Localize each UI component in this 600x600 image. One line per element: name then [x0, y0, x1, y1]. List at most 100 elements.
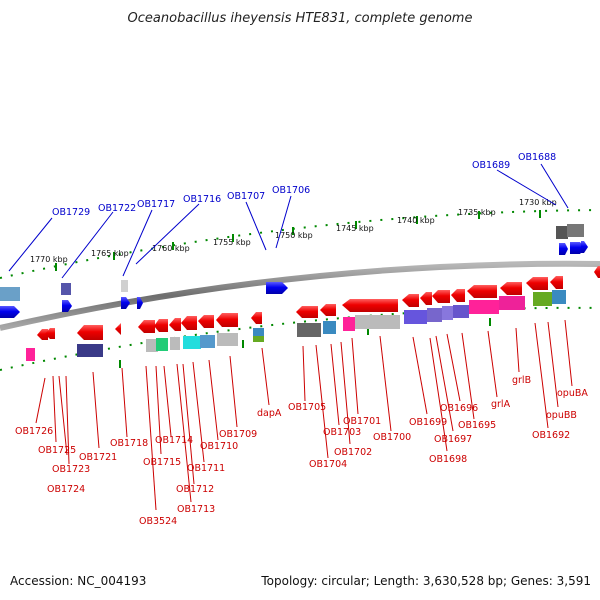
gene-label-forward[interactable]: OB1716 [183, 194, 221, 205]
reverse-gene-arrow [550, 276, 563, 289]
reverse-gene-arrow [432, 290, 450, 303]
forward-gene-arrow [559, 243, 568, 255]
gene-box [442, 306, 453, 320]
gene-label-reverse[interactable]: OB1697 [434, 434, 472, 445]
gene-box [453, 305, 469, 318]
gene-box [26, 348, 35, 361]
reverse-gene-arrow [296, 306, 318, 318]
kbp-label: 1770 kbp [30, 255, 68, 264]
accession-text: Accession: NC_004193 [10, 574, 147, 588]
reverse-genes [26, 266, 600, 361]
reverse-gene-arrow [77, 325, 103, 340]
gene-box [77, 344, 103, 357]
gene-label-forward[interactable]: OB1688 [518, 152, 556, 163]
gene-label-reverse[interactable]: OB1704 [309, 459, 347, 470]
outer-scale-arc [0, 209, 600, 279]
gene-label-reverse[interactable]: grlA [491, 399, 511, 410]
gene-label-reverse[interactable]: OB1711 [187, 463, 225, 474]
gene-label-reverse[interactable]: OB1715 [143, 457, 181, 468]
gene-label-reverse[interactable]: OB1705 [288, 402, 326, 413]
kbp-label: 1750 kbp [275, 231, 313, 240]
forward-gene-arrow [0, 306, 20, 318]
kbp-label: 1740 kbp [397, 216, 435, 225]
gene-box [217, 333, 238, 346]
gene-label-reverse[interactable]: OB1721 [79, 452, 117, 463]
reverse-gene-arrow [451, 289, 465, 302]
kbp-label: 1760 kbp [152, 244, 190, 253]
gene-box [156, 338, 168, 351]
gene-label-reverse[interactable]: OB1712 [176, 484, 214, 495]
reverse-gene-arrow [594, 266, 600, 278]
reverse-gene-arrow [500, 282, 522, 295]
gene-label-reverse[interactable]: OB1724 [47, 484, 85, 495]
gene-label-reverse[interactable]: OB1695 [458, 420, 496, 431]
gene-label-reverse[interactable]: OB3524 [139, 516, 177, 527]
gene-label-reverse[interactable]: OB1725 [38, 445, 76, 456]
kbp-label: 1765 kbp [91, 249, 129, 258]
gene-label-forward[interactable]: OB1729 [52, 207, 90, 218]
kbp-label: 1745 kbp [336, 224, 374, 233]
gene-label-reverse[interactable]: OB1696 [440, 403, 478, 414]
gene-box [556, 226, 568, 239]
gene-box [499, 296, 525, 310]
forward-genes [0, 224, 588, 318]
gene-box [121, 280, 128, 292]
gene-box [427, 308, 442, 322]
gene-box [61, 283, 71, 295]
gene-box [343, 317, 355, 331]
gene-label-reverse[interactable]: OB1700 [373, 432, 411, 443]
gene-label-forward[interactable]: OB1707 [227, 191, 265, 202]
gene-label-reverse[interactable]: OB1726 [15, 426, 53, 437]
genome-backbone [0, 260, 600, 331]
gene-box [552, 290, 566, 304]
forward-gene-arrow [581, 241, 588, 253]
gene-label-reverse[interactable]: OB1698 [429, 454, 467, 465]
reverse-gene-arrow [216, 313, 238, 327]
gene-label-forward[interactable]: OB1717 [137, 199, 175, 210]
gene-box [297, 323, 321, 337]
gene-label-reverse[interactable]: OB1709 [219, 429, 257, 440]
kbp-label: 1730 kbp [519, 198, 557, 207]
genome-title: Oceanobacillus iheyensis HTE831, complet… [128, 11, 473, 26]
gene-label-reverse[interactable]: dapA [257, 408, 282, 419]
gene-label-reverse[interactable]: OB1699 [409, 417, 447, 428]
gene-label-reverse[interactable]: OB1692 [532, 430, 570, 441]
gene-box [183, 336, 201, 349]
reverse-gene-arrow [467, 285, 497, 298]
reverse-gene-arrow [115, 323, 121, 335]
gene-box [404, 310, 427, 324]
gene-label-reverse[interactable]: OB1714 [155, 435, 193, 446]
forward-leader-lines [8, 163, 569, 279]
gene-label-forward[interactable]: OB1722 [98, 203, 136, 214]
gene-box [146, 339, 158, 352]
gene-label-reverse[interactable]: OB1710 [200, 441, 238, 452]
gene-label-reverse[interactable]: OB1723 [52, 464, 90, 475]
gene-box [355, 315, 400, 329]
gene-label-reverse[interactable]: OB1702 [334, 447, 372, 458]
gene-label-reverse[interactable]: OB1701 [343, 416, 381, 427]
gene-box [533, 292, 552, 306]
forward-gene-arrow [121, 297, 130, 309]
gene-box [0, 287, 20, 301]
reverse-gene-arrow [402, 294, 419, 307]
gene-label-reverse[interactable]: opuBA [557, 388, 588, 399]
gene-box [200, 335, 215, 348]
gene-label-reverse[interactable]: OB1718 [110, 438, 148, 449]
gene-box [253, 336, 264, 342]
gene-label-reverse[interactable]: opuBB [546, 410, 577, 421]
gene-label-reverse[interactable]: grlB [512, 375, 531, 386]
reverse-leader-lines [35, 319, 573, 511]
reverse-gene-arrow [251, 312, 262, 324]
reverse-gene-arrow [169, 318, 181, 331]
reverse-gene-arrow [526, 277, 548, 290]
gene-label-forward[interactable]: OB1706 [272, 185, 310, 196]
kbp-label: 1755 kbp [213, 238, 251, 247]
forward-gene-arrow [62, 300, 72, 312]
gene-label-forward[interactable]: OB1689 [472, 160, 510, 171]
gene-label-reverse[interactable]: OB1713 [177, 504, 215, 515]
forward-gene-arrow [266, 282, 288, 294]
gene-label-reverse[interactable]: OB1703 [323, 427, 361, 438]
gene-box [253, 328, 264, 336]
gene-box [567, 224, 584, 237]
